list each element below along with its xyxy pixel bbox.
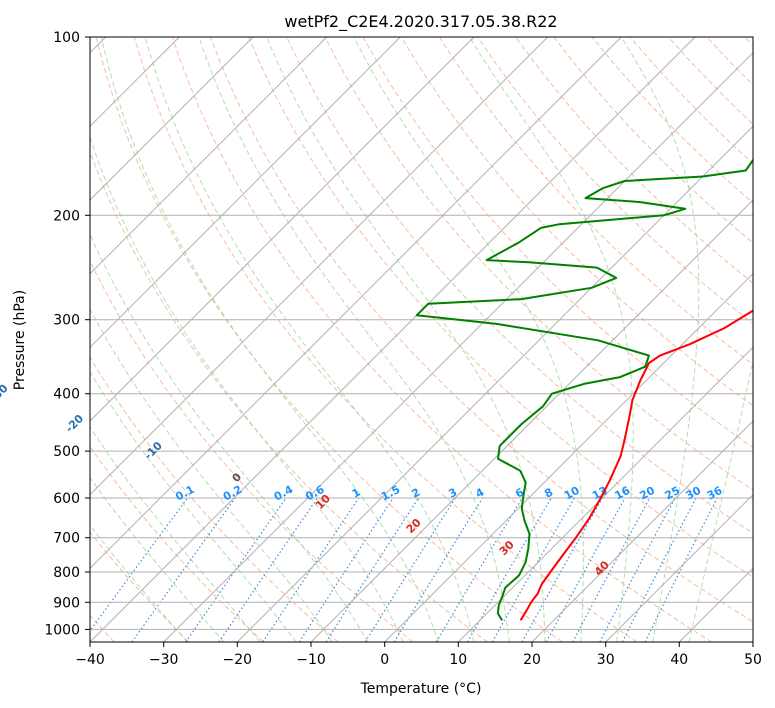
mixing-ratio-line xyxy=(262,497,360,642)
mixing-ratio-line xyxy=(90,497,189,632)
dry-adiabat xyxy=(90,445,264,642)
moist-adiabat xyxy=(144,37,475,642)
mixing-ratio-line xyxy=(393,497,484,642)
x-tick-label: 0 xyxy=(380,652,389,668)
dry-adiabat xyxy=(210,37,753,623)
y-tick-label: 200 xyxy=(53,208,80,224)
x-axis: −40 −30 −20 −10 0 10 20 30 40 50 xyxy=(75,642,762,668)
moist-adiabat xyxy=(90,426,261,642)
mixing-ratio-line xyxy=(131,497,236,642)
mixing-ratio-label: 10 xyxy=(562,484,582,503)
x-tick-label: −30 xyxy=(149,652,179,668)
dry-adiabat-label: -30 xyxy=(0,381,11,404)
moist-adiabat xyxy=(620,37,700,642)
x-tick-label: 20 xyxy=(523,652,541,668)
isotherm-line xyxy=(457,346,753,642)
dry-adiabat xyxy=(324,37,753,491)
y-tick-label: 800 xyxy=(53,565,80,581)
dry-adiabat xyxy=(90,531,190,642)
x-tick-label: −10 xyxy=(296,652,326,668)
x-tick-label: 50 xyxy=(744,652,762,668)
mixing-ratio-line xyxy=(545,497,626,642)
dry-adiabat xyxy=(90,150,488,642)
plot-frame xyxy=(89,36,754,643)
moist-adiabat xyxy=(90,308,333,642)
mixing-ratio-line xyxy=(435,497,523,642)
background-lines xyxy=(90,37,753,642)
mixing-ratio-line xyxy=(644,497,718,642)
mixing-ratio-line xyxy=(621,497,697,642)
isotherm-line xyxy=(163,51,753,642)
moist-adiabat xyxy=(353,37,584,642)
mixing-ratio-line xyxy=(364,497,456,642)
plot-background xyxy=(90,37,753,642)
moist-adiabat xyxy=(469,37,634,642)
x-axis-title: Temperature (°C) xyxy=(360,681,482,697)
mixing-ratio-label: 36 xyxy=(705,484,725,503)
y-tick-label: 300 xyxy=(53,313,80,329)
moist-adiabat xyxy=(90,135,404,642)
temperature-line xyxy=(519,309,753,621)
x-tick-label: 40 xyxy=(670,652,688,668)
series-layer xyxy=(415,158,753,621)
dry-adiabat xyxy=(400,37,753,407)
mixing-ratio-label: 20 xyxy=(637,484,657,503)
isotherm-line xyxy=(531,420,753,642)
dry-adiabat xyxy=(171,37,712,642)
isotherm-line xyxy=(90,37,254,201)
y-tick-label: 100 xyxy=(53,30,80,46)
isotherm-line xyxy=(605,493,753,642)
dry-adiabat-label: -20 xyxy=(63,412,86,435)
mixing-ratio-label: 30 xyxy=(684,484,704,503)
isotherm-line xyxy=(90,37,401,349)
y-tick-label: 900 xyxy=(53,595,80,611)
isotherm-line xyxy=(752,641,753,642)
dewpoint-line xyxy=(415,158,753,621)
isotherm-line xyxy=(90,37,696,642)
y-tick-label: 700 xyxy=(53,531,80,547)
y-tick-label: 1000 xyxy=(44,622,80,638)
isotherm-line xyxy=(90,37,328,275)
moist-adiabat xyxy=(90,232,369,642)
x-tick-label: 10 xyxy=(449,652,467,668)
dry-adiabat xyxy=(248,37,753,578)
x-tick-label: 30 xyxy=(597,652,615,668)
mixing-ratio-line xyxy=(572,497,651,642)
dry-adiabat xyxy=(515,37,753,284)
mixing-ratio-label: 16 xyxy=(613,484,633,503)
moist-adiabat xyxy=(198,37,510,642)
dry-adiabat xyxy=(90,356,339,642)
isotherm-line xyxy=(384,272,753,642)
moist-adiabat xyxy=(100,37,439,642)
y-tick-label: 500 xyxy=(53,444,80,460)
y-tick-label: 400 xyxy=(53,387,80,403)
y-axis-title: Pressure (hPa) xyxy=(12,290,28,390)
isotherm-line xyxy=(90,37,475,422)
x-tick-label: −40 xyxy=(75,652,105,668)
mixing-ratio-line xyxy=(599,497,676,642)
chart-title: wetPf2_C2E4.2020.317.05.38.R22 xyxy=(284,12,557,32)
isotherm-line xyxy=(90,37,549,496)
isotherm-line xyxy=(310,199,753,642)
dry-adiabat xyxy=(95,37,563,642)
y-axis: 100 200 300 400 500 600 700 800 900 1000 xyxy=(44,30,90,638)
dry-adiabat xyxy=(438,37,753,366)
moist-adiabat xyxy=(90,476,225,642)
isotherm-line xyxy=(90,37,622,570)
dry-adiabat xyxy=(133,37,638,642)
moist-adiabat xyxy=(688,358,753,642)
x-tick-label: −20 xyxy=(223,652,253,668)
isotherm-line xyxy=(236,125,753,642)
mixing-ratio-label: 25 xyxy=(663,484,683,503)
y-tick-label: 600 xyxy=(53,491,80,507)
